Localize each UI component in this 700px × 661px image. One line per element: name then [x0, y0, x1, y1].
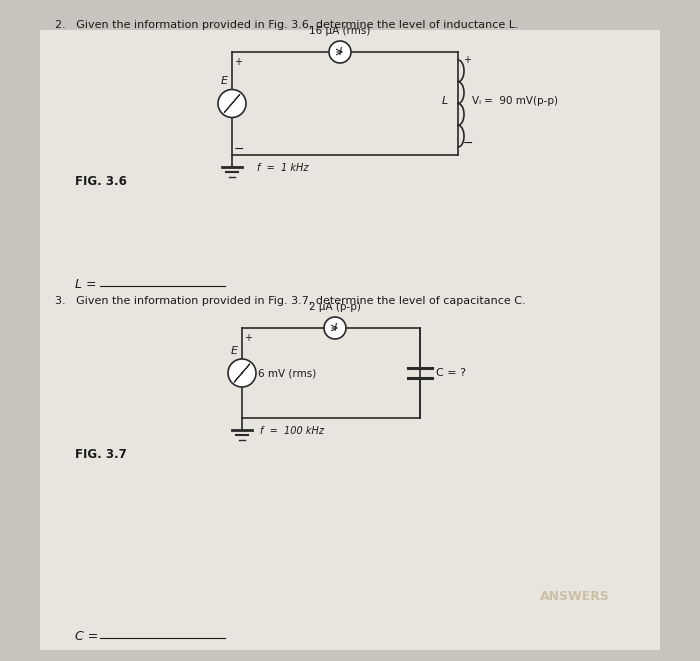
Text: L: L [442, 97, 448, 106]
Text: ANSWERS: ANSWERS [540, 590, 610, 603]
Text: 3.   Given the information provided in Fig. 3.7, determine the level of capacita: 3. Given the information provided in Fig… [55, 296, 526, 306]
Text: 16 μA (rms): 16 μA (rms) [309, 26, 371, 36]
Text: +: + [234, 57, 242, 67]
Text: C =: C = [75, 630, 102, 643]
Circle shape [228, 359, 256, 387]
Text: E: E [221, 77, 228, 87]
Text: I: I [333, 323, 337, 333]
Text: −: − [463, 137, 473, 150]
FancyBboxPatch shape [40, 30, 660, 650]
Text: −: − [234, 143, 244, 156]
Text: FIG. 3.7: FIG. 3.7 [75, 448, 127, 461]
Text: I: I [338, 47, 342, 57]
Text: 6 mV (rms): 6 mV (rms) [258, 368, 316, 378]
Text: 2.   Given the information provided in Fig. 3.6, determine the level of inductan: 2. Given the information provided in Fig… [55, 20, 519, 30]
Text: f  =  100 kHz: f = 100 kHz [260, 426, 324, 436]
Text: Vₗ =  90 mV(p-p): Vₗ = 90 mV(p-p) [472, 97, 558, 106]
Text: FIG. 3.6: FIG. 3.6 [75, 175, 127, 188]
Circle shape [324, 317, 346, 339]
Text: +: + [244, 333, 252, 343]
Text: C = ?: C = ? [436, 368, 466, 378]
Circle shape [218, 89, 246, 118]
Text: E: E [231, 346, 238, 356]
Text: 2 μA (p-p): 2 μA (p-p) [309, 302, 361, 312]
Circle shape [329, 41, 351, 63]
Text: +: + [463, 55, 471, 65]
Text: f  =  1 kHz: f = 1 kHz [257, 163, 309, 173]
Text: L =: L = [75, 278, 101, 291]
